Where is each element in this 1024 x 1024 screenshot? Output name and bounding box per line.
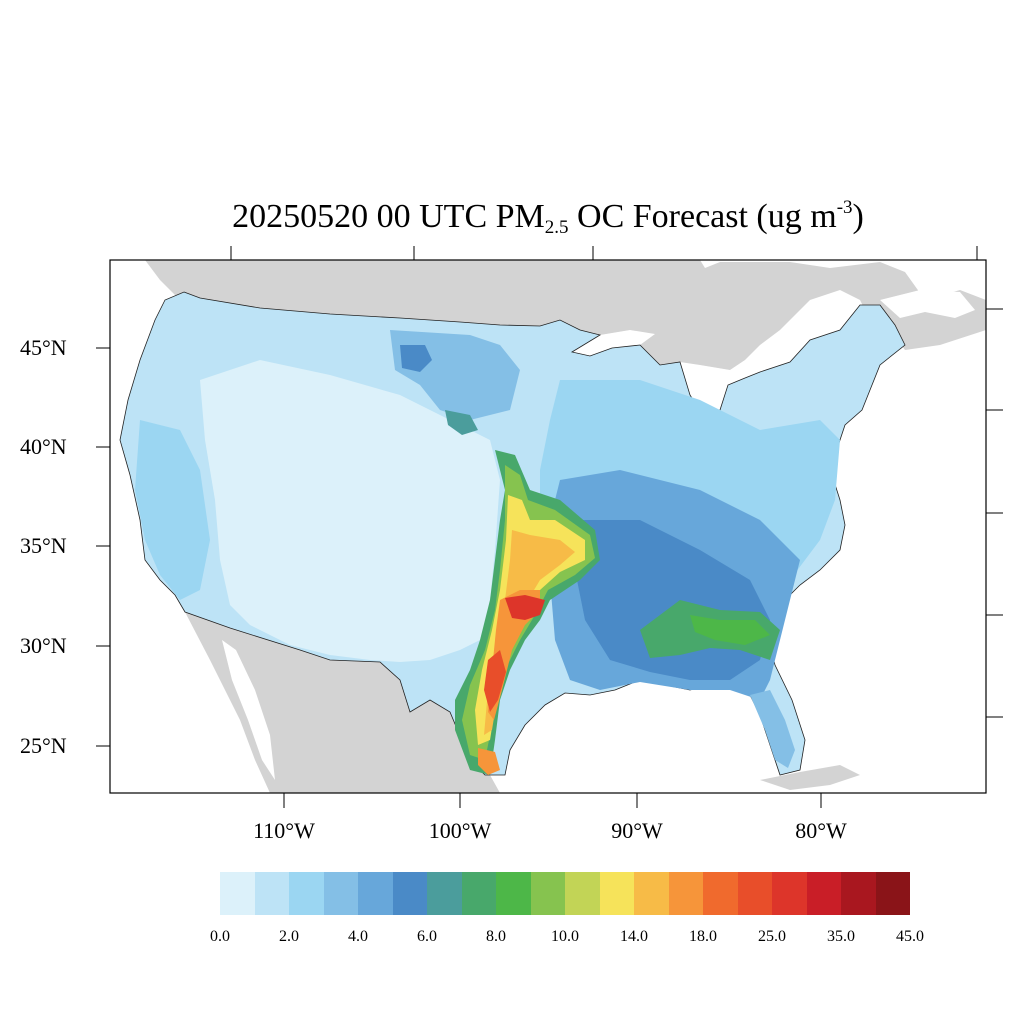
title-sup: -3	[836, 197, 853, 218]
plume-red-lower	[484, 650, 506, 712]
colorbar-box	[703, 872, 738, 915]
map-frame-border	[109, 259, 987, 794]
colorbar-box	[634, 872, 669, 915]
plume-red	[505, 595, 545, 620]
cuba-island	[760, 765, 860, 790]
colorbar-box	[427, 872, 462, 915]
map-title: 20250520 00 UTC PM2.5 OC Forecast (ug m-…	[0, 186, 1024, 250]
colorbar-tick-label: 10.0	[551, 928, 579, 945]
colorbar-tick-label: 45.0	[896, 928, 924, 945]
title-mid: OC Forecast (ug m	[568, 198, 837, 235]
colorbar-tick-label: 6.0	[417, 928, 437, 945]
title-sub: 2.5	[544, 217, 569, 238]
canada-landmass	[145, 260, 986, 370]
colorbar-tick-label: 14.0	[620, 928, 648, 945]
west-coast-light	[135, 420, 210, 600]
lon-label-110w: 110°W	[253, 818, 315, 843]
region-teal-patch	[445, 410, 478, 435]
colorbar-box	[668, 872, 703, 915]
colorbar-tick-label: 18.0	[689, 928, 717, 945]
colorbar-box	[565, 872, 600, 915]
colorbar-tick-label: 4.0	[348, 928, 368, 945]
lake-superior	[572, 330, 655, 356]
colorbar-box	[289, 872, 324, 915]
region-florida	[750, 690, 795, 768]
region-lowest	[200, 360, 500, 662]
lat-label-35: 35°N	[20, 533, 67, 558]
lat-label-40: 40°N	[20, 434, 67, 459]
lat-label-30: 30°N	[20, 633, 67, 658]
region-southeast-bright	[690, 615, 770, 645]
colorbar-box	[358, 872, 393, 915]
colorbar-box	[461, 872, 496, 915]
colorbar-tick-label: 0.0	[210, 928, 230, 945]
title-post: )	[852, 198, 864, 235]
colorbar-box	[875, 872, 910, 915]
colorbar-tick-label: 35.0	[827, 928, 855, 945]
lon-label-100w: 100°W	[428, 818, 492, 843]
colorbar-box	[323, 872, 358, 915]
colorbar-tick-label: 25.0	[758, 928, 786, 945]
colorbar-box	[841, 872, 876, 915]
axis-ticks	[96, 246, 1003, 808]
colorbar-box	[220, 872, 255, 915]
lat-label-25: 25°N	[20, 733, 67, 758]
lat-label-45: 45°N	[20, 335, 67, 360]
colorbar-box	[530, 872, 565, 915]
gulf-of-california	[222, 640, 275, 780]
colorbar-box	[254, 872, 289, 915]
colorbar-box	[806, 872, 841, 915]
colorbar-box	[599, 872, 634, 915]
colorbar	[220, 872, 910, 915]
region-dark-patch	[400, 345, 432, 372]
title-pre: 20250520 00 UTC PM	[232, 198, 545, 235]
colorbar-box	[392, 872, 427, 915]
gulf-of-st-lawrence	[880, 290, 975, 318]
colorbar-box	[772, 872, 807, 915]
lon-label-90w: 90°W	[611, 818, 663, 843]
colorbar-box	[496, 872, 531, 915]
colorbar-box	[737, 872, 772, 915]
colorbar-tick-label: 2.0	[279, 928, 299, 945]
plume-tip	[478, 748, 500, 775]
colorbar-tick-label: 8.0	[486, 928, 506, 945]
lon-label-80w: 80°W	[795, 818, 847, 843]
